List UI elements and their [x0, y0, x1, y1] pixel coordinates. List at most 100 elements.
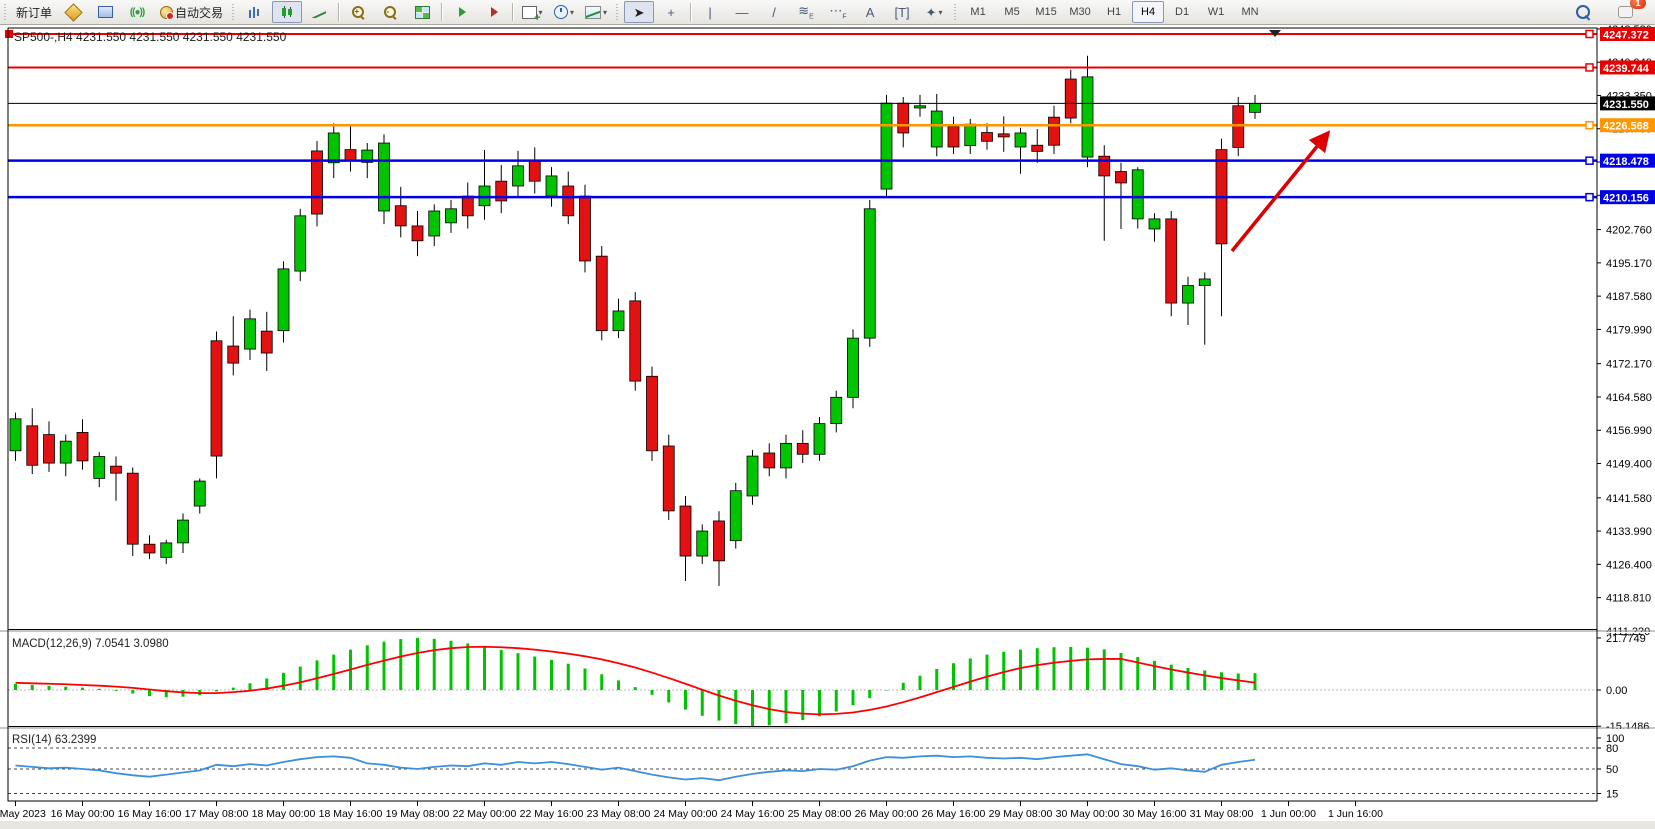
- candlestick: [193, 478, 206, 514]
- macd-axis-label: 21.7749: [1606, 633, 1646, 645]
- hline-handle[interactable]: [1585, 120, 1594, 130]
- candlestick: [746, 449, 759, 505]
- zoom-out-button[interactable]: -: [375, 1, 405, 23]
- fibonacci-button[interactable]: ⋯F: [823, 1, 853, 23]
- candlestick: [1182, 276, 1194, 325]
- timeframe-m15[interactable]: M15: [1035, 6, 1057, 18]
- timeframe-h4[interactable]: H4: [1132, 1, 1165, 23]
- time-tick-label: 16 May 00:00: [51, 808, 115, 820]
- zoom-out-icon: -: [384, 6, 397, 20]
- chart-shift-button[interactable]: [478, 1, 508, 23]
- candlestick-chart-button[interactable]: [272, 1, 303, 23]
- time-tick-label: 30 May 16:00: [1123, 808, 1187, 820]
- vertical-line-button[interactable]: |: [695, 1, 725, 23]
- chart-shift-marker[interactable]: [1269, 30, 1281, 37]
- price-tick-label: 4141.580: [1606, 493, 1652, 505]
- text-icon: A: [865, 4, 875, 20]
- periods-button[interactable]: ▾: [549, 1, 579, 23]
- channel-button[interactable]: ≋E: [791, 1, 821, 23]
- autotrading-label: 自动交易: [175, 5, 224, 20]
- timeframe-group: M1 M5 M15 M30 H1 H4 D1 W1 MN: [961, 1, 1267, 23]
- timeframe-h1[interactable]: H1: [1107, 6, 1122, 18]
- new-order-button[interactable]: 新订单: [12, 1, 56, 23]
- candlestick: [1048, 105, 1060, 155]
- candlestick: [43, 421, 55, 472]
- time-tick-label: 18 May 16:00: [319, 808, 383, 820]
- timeframe-w1[interactable]: W1: [1207, 6, 1225, 18]
- cursor-button[interactable]: ➤︎: [624, 1, 655, 23]
- candlestick: [378, 134, 390, 225]
- trend-arrow[interactable]: [1230, 130, 1331, 253]
- time-tick-label: 1 Jun 16:00: [1328, 808, 1383, 820]
- hline-handle[interactable]: [1585, 192, 1594, 202]
- candlestick: [210, 331, 223, 479]
- candlestick: [327, 123, 340, 179]
- toolbar-grip[interactable]: [3, 4, 8, 20]
- new-chart-button[interactable]: ▾: [517, 1, 547, 24]
- horizontal-line-button[interactable]: —: [727, 1, 757, 23]
- toolbar-grip[interactable]: [231, 4, 237, 20]
- bar-chart-button[interactable]: [240, 1, 270, 23]
- macd-label: MACD(12,26,9) 7.0541 3.0980: [12, 638, 169, 650]
- auto-scroll-button[interactable]: [446, 1, 476, 23]
- time-tick-label: 15 May 2023: [0, 808, 46, 820]
- zoom-in-button[interactable]: +: [343, 1, 373, 23]
- timeframe-m5[interactable]: M5: [1004, 6, 1020, 18]
- candlestick: [93, 452, 106, 488]
- chart-canvas[interactable]: 4248.5304240.9404233.3504225.7604218.170…: [0, 24, 1655, 829]
- arrows-button[interactable]: ✦ ▾: [919, 1, 949, 23]
- time-tick-label: 26 May 16:00: [922, 808, 986, 820]
- candlestick: [1031, 129, 1044, 163]
- candlestick: [1014, 127, 1027, 174]
- hline-handle[interactable]: [1585, 29, 1594, 39]
- line-chart-button[interactable]: [304, 1, 334, 23]
- timeframe-mn[interactable]: MN: [1241, 6, 1259, 18]
- candlestick: [110, 456, 122, 501]
- candlestick: [177, 513, 189, 553]
- text-button[interactable]: A: [855, 1, 885, 23]
- chevron-down-icon: ▾: [538, 7, 543, 17]
- toolbar-grip[interactable]: [615, 4, 621, 20]
- time-tick-label: 17 May 08:00: [185, 808, 249, 820]
- timeframe-m30[interactable]: M30: [1069, 6, 1091, 18]
- candlestick: [646, 366, 658, 461]
- candlestick: [830, 390, 843, 433]
- chart-title: SP500-,H4 4231.550 4231.550 4231.550 423…: [14, 30, 287, 44]
- chart-shift-icon: [491, 7, 499, 17]
- trendline-button[interactable]: /: [759, 1, 789, 23]
- toolbar-right-zone: 1: [1567, 0, 1655, 23]
- indicators-button[interactable]: ▾: [581, 1, 611, 23]
- search-button[interactable]: [1568, 1, 1598, 23]
- candlestick: [26, 408, 39, 475]
- timeframe-m1[interactable]: M1: [970, 6, 986, 18]
- autotrading-button[interactable]: 自动交易: [154, 1, 227, 23]
- macd-signal-line: [15, 645, 1256, 716]
- indicators-icon: [585, 5, 602, 19]
- candlestick: [880, 94, 893, 198]
- tile-windows-button[interactable]: [407, 1, 437, 23]
- notifications-button[interactable]: 1: [1610, 0, 1646, 23]
- toolbar-grip[interactable]: [953, 4, 959, 20]
- equidistant-channel-icon: ≋E: [798, 2, 814, 21]
- signals-button[interactable]: ((●)): [122, 1, 152, 23]
- market-watch-button[interactable]: [58, 1, 88, 23]
- candlestick: [76, 419, 89, 470]
- fibonacci-icon: ⋯F: [829, 2, 847, 21]
- candlestick: [411, 210, 424, 257]
- text-label-button[interactable]: [T]: [887, 1, 917, 23]
- time-tick-label: 25 May 08:00: [788, 808, 852, 820]
- time-tick-label: 29 May 08:00: [989, 808, 1053, 820]
- timeframe-d1[interactable]: D1: [1175, 6, 1190, 18]
- price-badge: [1600, 26, 1655, 41]
- price-badge: [1600, 118, 1655, 133]
- hline-anchor-handle[interactable]: [5, 29, 13, 38]
- clock-icon: [554, 5, 569, 19]
- hline-handle[interactable]: [1585, 63, 1594, 72]
- candlestick: [1115, 162, 1127, 229]
- candlestick-icon: [280, 6, 295, 18]
- hline-handle[interactable]: [1585, 156, 1594, 165]
- price-tick-label: 4149.400: [1606, 459, 1652, 471]
- crosshair-button[interactable]: +: [656, 1, 686, 23]
- candlestick: [512, 150, 524, 198]
- terminal-button[interactable]: [90, 1, 120, 23]
